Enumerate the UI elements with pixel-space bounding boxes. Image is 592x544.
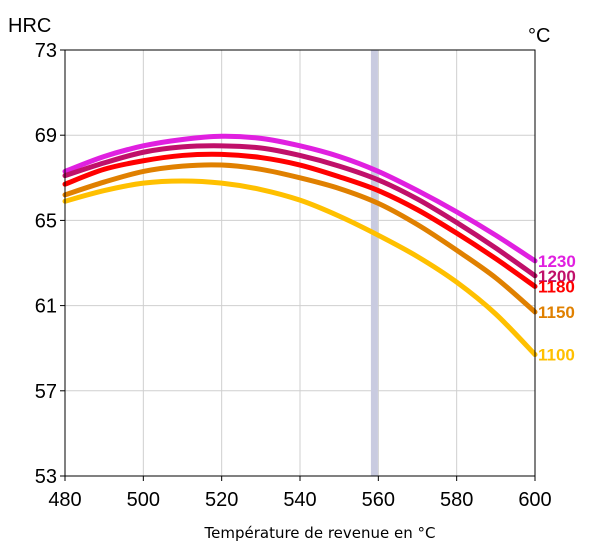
- x-tick-label: 560: [362, 489, 395, 511]
- y-tick-labels: 53 57 61 65 69 73: [35, 40, 65, 488]
- series-line-1200: [62, 143, 538, 279]
- x-tick-label: 520: [205, 489, 238, 511]
- x-tick-label: 540: [283, 489, 316, 511]
- series-line-1230: [62, 133, 538, 264]
- marker-band: [370, 50, 378, 476]
- x-tick-labels: 480 500 520 540 560 580 600: [48, 476, 552, 511]
- y-axis-label: HRC: [8, 15, 51, 37]
- y-tick-label: 73: [35, 40, 57, 62]
- x-axis-label: Température de revenue en °C: [204, 524, 436, 542]
- y-tick-label: 65: [35, 210, 57, 232]
- x-tick-label: 600: [518, 489, 551, 511]
- series-label-1150: 1150: [538, 303, 575, 322]
- series-label-1100: 1100: [538, 346, 575, 365]
- x-tick-label: 480: [48, 489, 81, 511]
- y-tick-label: 53: [35, 466, 57, 488]
- series-line-1150: [62, 162, 538, 315]
- x-tick-label: 580: [440, 489, 473, 511]
- series-label-1180: 1180: [538, 277, 575, 296]
- x-tick-label: 500: [127, 489, 160, 511]
- y-tick-label: 61: [35, 296, 57, 318]
- y-tick-label: 57: [35, 381, 57, 403]
- y-tick-label: 69: [35, 125, 57, 147]
- temperature-marker-band: [370, 50, 378, 476]
- series-line-1180: [62, 151, 538, 289]
- series-line-1100: [62, 178, 538, 358]
- series-label-1230: 1230: [538, 252, 576, 271]
- grid: [64, 49, 536, 477]
- series-label-1200: 1200: [538, 267, 576, 286]
- series-lines: [62, 133, 538, 358]
- unit-label: °C: [528, 25, 550, 47]
